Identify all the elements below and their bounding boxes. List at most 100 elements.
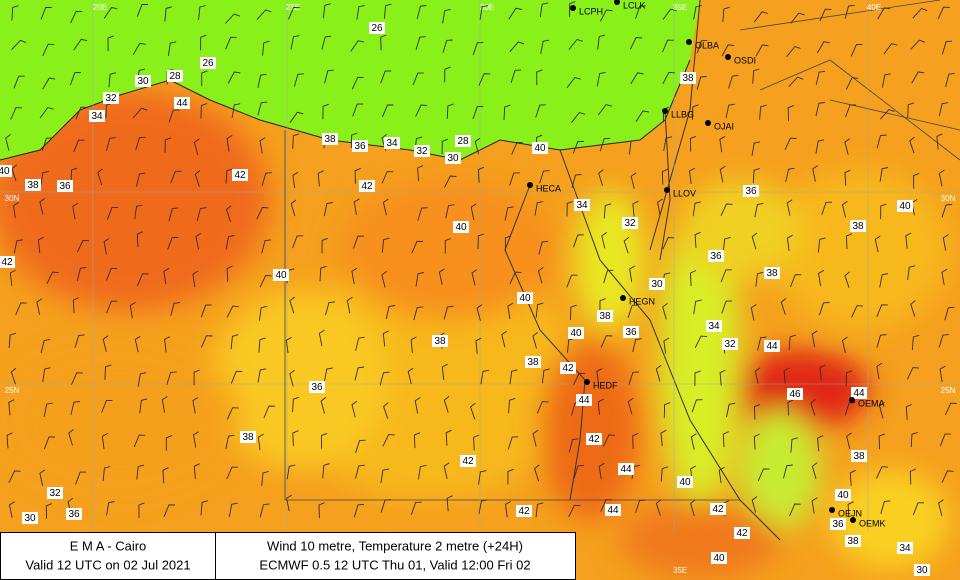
wind-barb [68,429,74,446]
wind-barb [198,5,206,20]
wind-barb [689,135,697,152]
temperature-label: 44 [607,505,619,516]
wind-barb [788,76,804,88]
wind-barb [444,66,451,83]
wind-barb [635,499,646,514]
wind-barb [728,75,739,89]
wind-barb [107,35,114,52]
wind-barb [601,232,608,249]
temperature-label: 38 [27,180,39,191]
wind-barb [541,368,550,384]
wind-barb [76,267,87,282]
wind-barb [70,400,81,415]
wind-barb [106,207,118,220]
temperature-label: 30 [447,153,459,164]
wind-barb [511,142,524,155]
wind-barb [815,139,825,154]
temperature-label: 36 [59,181,71,192]
temperature-label-box [445,152,461,164]
wind-barb [76,239,90,253]
wind-barb [72,202,79,220]
wind-barb [106,300,118,314]
temperature-label: 38 [242,432,254,443]
wind-barb [719,136,726,153]
temperature-label: 44 [176,98,188,109]
wind-barb [534,464,540,482]
temperature-label: 40 [519,293,531,304]
wind-barb [132,42,146,55]
temperature-label-box [764,267,780,279]
temperature-label: 34 [91,111,103,122]
station-label: LCPH [579,6,603,16]
wind-barb [569,1,576,17]
wind-barb [105,137,116,152]
wind-barb [844,4,855,19]
wind-barb [383,402,389,419]
wind-barb [321,35,332,50]
wind-barb [381,171,394,184]
wind-barb [628,371,640,385]
wind-barb [938,334,949,348]
wind-barb [228,502,238,518]
wind-barb [849,469,856,486]
wind-barb [200,103,208,119]
temperature-label-box [232,169,248,181]
wind-barb [696,76,707,90]
wind-barb [786,199,793,216]
wind-barb [351,267,358,285]
wind-barb [509,172,520,186]
wind-barb [168,109,180,123]
wind-barb [938,169,945,187]
wind-barb [845,370,853,386]
grid-label: 30E [480,3,494,12]
wind-barb [597,104,613,116]
wind-barb [811,497,818,514]
temperature-label-box [897,542,913,554]
wind-barb [97,168,103,186]
wind-barb [627,304,639,318]
temperature-label: 40 [0,166,10,177]
wind-barb [290,199,297,217]
wind-barb [635,5,646,19]
wind-barb [722,6,730,22]
temperature-label: 38 [682,73,694,84]
wind-barb [442,39,453,53]
wind-barb [755,44,769,57]
grid-label: 20E [93,3,107,12]
wind-barb [385,305,396,320]
wind-barb [161,396,168,413]
station-label: LLOV [673,188,696,198]
wind-barb [41,137,53,151]
wind-barb [752,167,760,184]
temperature-label-box [167,70,183,82]
temperature-label-box [384,137,400,149]
wind-barb [599,298,606,314]
station-dot [705,120,711,126]
wind-barb [417,464,427,480]
temperature-label: 26 [371,23,383,34]
wind-barb [101,399,113,413]
wind-barb [200,304,212,318]
wind-barb [876,134,887,149]
wind-barb [443,305,454,320]
wind-barb [693,5,702,20]
temperature-label: 40 [899,201,911,212]
temperature-label-box [352,140,368,152]
temperature-label-box [516,505,532,517]
temperature-label: 32 [416,146,428,157]
wind-barb [722,431,729,448]
temperature-label-box [568,327,584,339]
wind-barb [623,236,630,254]
temperature-label: 40 [570,328,582,339]
wind-barb [42,43,55,57]
temperature-label-box [851,387,867,399]
wind-barb [322,3,331,19]
wind-barb [356,4,365,20]
wind-barb [103,238,110,255]
wind-barb [722,236,731,253]
wind-barb [510,69,522,83]
wind-barb [355,336,365,351]
wind-barb [566,274,578,288]
wind-barb [136,231,143,248]
station-dot [584,379,590,385]
